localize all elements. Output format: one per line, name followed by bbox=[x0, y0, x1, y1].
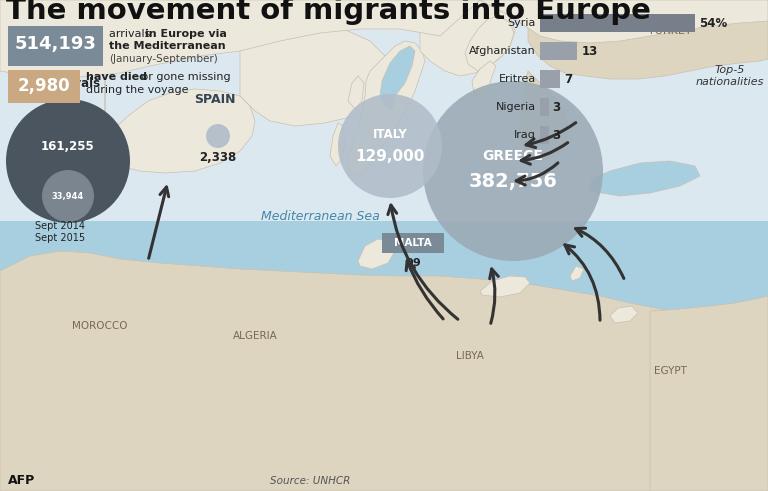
Text: 99: 99 bbox=[406, 258, 421, 268]
Polygon shape bbox=[330, 123, 345, 166]
Polygon shape bbox=[465, 16, 514, 71]
Bar bbox=[540, 70, 560, 88]
Text: or gone missing: or gone missing bbox=[138, 72, 230, 82]
Polygon shape bbox=[472, 61, 496, 99]
Text: 2,338: 2,338 bbox=[200, 151, 237, 164]
Text: 161,255: 161,255 bbox=[41, 139, 95, 153]
Polygon shape bbox=[650, 296, 768, 491]
Polygon shape bbox=[105, 0, 255, 173]
Text: MALTA: MALTA bbox=[394, 238, 432, 248]
Bar bbox=[540, 98, 548, 116]
Text: 3: 3 bbox=[553, 129, 561, 141]
Text: Source: UNHCR: Source: UNHCR bbox=[270, 476, 350, 486]
Bar bbox=[382, 233, 444, 253]
Text: GREECE: GREECE bbox=[482, 149, 544, 163]
Polygon shape bbox=[420, 0, 515, 76]
Text: during the voyage: during the voyage bbox=[86, 85, 188, 95]
Text: 54%: 54% bbox=[699, 17, 727, 29]
Text: 514,193: 514,193 bbox=[15, 35, 97, 53]
Polygon shape bbox=[480, 0, 768, 43]
Text: Syria: Syria bbox=[508, 18, 536, 28]
Polygon shape bbox=[590, 161, 700, 196]
Text: have died: have died bbox=[86, 72, 147, 82]
Circle shape bbox=[338, 94, 442, 198]
Bar bbox=[540, 14, 695, 32]
Polygon shape bbox=[240, 0, 392, 126]
Text: LIBYA: LIBYA bbox=[456, 351, 484, 361]
Circle shape bbox=[423, 81, 603, 261]
Text: EGYPT: EGYPT bbox=[654, 366, 687, 376]
Polygon shape bbox=[610, 306, 638, 323]
Text: (January-September): (January-September) bbox=[109, 54, 218, 64]
Text: Iraq: Iraq bbox=[514, 130, 536, 140]
Text: Sept 2015: Sept 2015 bbox=[35, 233, 85, 243]
Text: TURKEY: TURKEY bbox=[648, 26, 692, 36]
Text: 13: 13 bbox=[581, 45, 598, 57]
Text: Sept 2014: Sept 2014 bbox=[35, 221, 85, 231]
Bar bbox=[540, 126, 548, 144]
Text: the Mediterranean: the Mediterranean bbox=[109, 41, 226, 51]
Text: ▶ Sea arrivals: ▶ Sea arrivals bbox=[8, 77, 100, 89]
Text: 129,000: 129,000 bbox=[356, 148, 425, 164]
Circle shape bbox=[6, 99, 130, 223]
Text: ITALY: ITALY bbox=[372, 128, 407, 140]
Polygon shape bbox=[380, 46, 415, 109]
Text: Top-5
nationalities: Top-5 nationalities bbox=[696, 65, 764, 87]
Text: arrivals: arrivals bbox=[109, 29, 154, 39]
Text: ALGERIA: ALGERIA bbox=[233, 331, 277, 341]
Polygon shape bbox=[348, 76, 364, 109]
Bar bbox=[540, 42, 578, 60]
Text: The movement of migrants into Europe: The movement of migrants into Europe bbox=[6, 0, 650, 25]
Polygon shape bbox=[358, 239, 395, 269]
Text: 3: 3 bbox=[553, 101, 561, 113]
Polygon shape bbox=[0, 0, 480, 79]
Text: Mediterranean Sea: Mediterranean Sea bbox=[260, 210, 379, 222]
Text: in Europe via: in Europe via bbox=[145, 29, 227, 39]
Polygon shape bbox=[480, 276, 530, 297]
Bar bbox=[0, 221, 768, 491]
Text: Nigeria: Nigeria bbox=[496, 102, 536, 112]
Circle shape bbox=[206, 124, 230, 148]
Bar bbox=[8, 70, 80, 103]
Text: Eritrea: Eritrea bbox=[498, 74, 536, 84]
Polygon shape bbox=[348, 41, 425, 176]
Text: AFP: AFP bbox=[8, 474, 35, 488]
Text: 2,980: 2,980 bbox=[18, 77, 71, 94]
Text: 7: 7 bbox=[564, 73, 572, 85]
Polygon shape bbox=[105, 116, 120, 186]
Text: 33,944: 33,944 bbox=[52, 191, 84, 200]
Polygon shape bbox=[570, 266, 584, 281]
Text: 382,756: 382,756 bbox=[468, 171, 558, 191]
Polygon shape bbox=[528, 0, 768, 79]
Polygon shape bbox=[520, 71, 568, 161]
Text: SPAIN: SPAIN bbox=[194, 93, 236, 106]
Bar bbox=[8, 26, 103, 66]
Text: Afghanistan: Afghanistan bbox=[469, 46, 536, 56]
Polygon shape bbox=[0, 251, 768, 491]
Circle shape bbox=[42, 170, 94, 222]
Text: MOROCCO: MOROCCO bbox=[72, 321, 127, 331]
